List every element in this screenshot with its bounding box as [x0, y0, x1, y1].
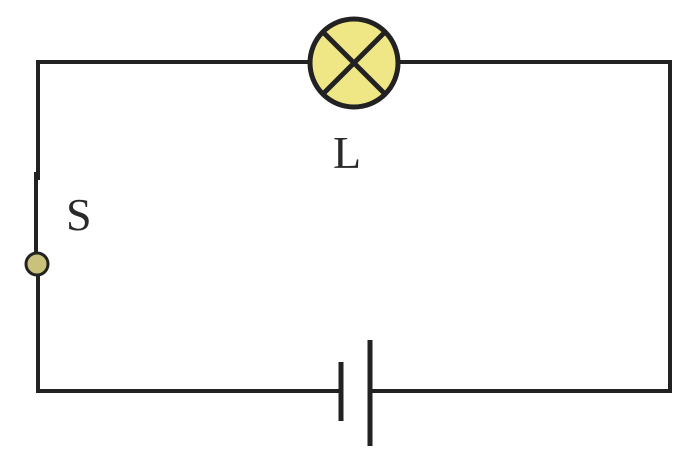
lamp-cross-2: [321, 30, 387, 96]
lamp-label: L: [333, 127, 361, 178]
switch-label: S: [66, 189, 92, 240]
switch: [24, 172, 50, 277]
switch-terminal: [24, 251, 50, 277]
wires: [36, 60, 672, 393]
lamp: [307, 16, 401, 110]
battery: [338, 340, 373, 446]
